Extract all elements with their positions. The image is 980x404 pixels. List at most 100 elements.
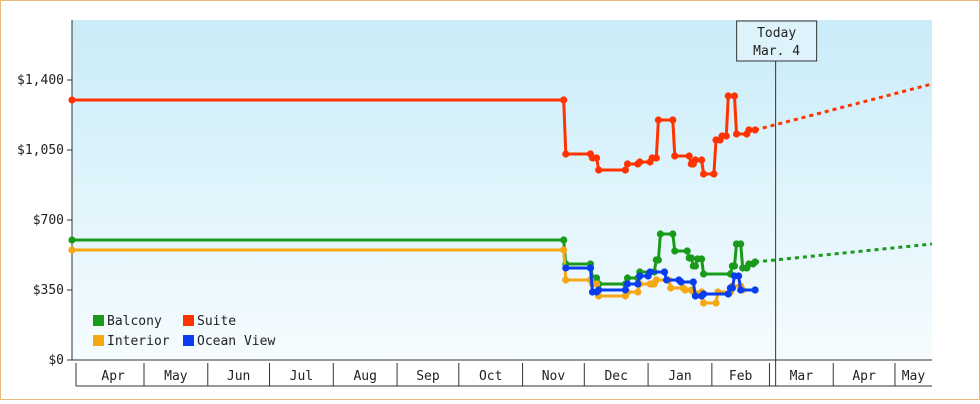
- data-point: [560, 96, 568, 104]
- data-point: [595, 286, 603, 294]
- x-tick-label: Feb: [729, 369, 753, 384]
- data-point: [681, 286, 689, 294]
- x-tick-label: Apr: [101, 369, 125, 384]
- data-point: [691, 262, 700, 270]
- series-suite: [68, 82, 933, 178]
- x-tick-label: May: [902, 369, 926, 384]
- data-point: [683, 247, 691, 255]
- x-tick-label: Sep: [416, 369, 440, 384]
- data-point: [698, 156, 706, 164]
- x-tick-label: Jan: [668, 369, 691, 384]
- legend-swatch-balcony: [93, 315, 104, 326]
- legend-label-suite: Suite: [197, 314, 236, 329]
- data-point: [634, 280, 642, 288]
- legend-swatch-ocean-view: [183, 335, 194, 346]
- data-point: [560, 236, 568, 244]
- data-point: [732, 130, 741, 138]
- x-tick-label: Oct: [479, 369, 502, 384]
- series-ocean-view: [562, 264, 759, 300]
- y-tick-label: $350: [33, 283, 64, 298]
- data-point: [685, 152, 693, 160]
- data-point: [593, 154, 601, 162]
- data-point: [737, 286, 745, 294]
- y-tick-label: $700: [33, 213, 64, 228]
- legend-swatch-interior: [93, 335, 104, 346]
- data-point: [636, 158, 644, 166]
- data-point: [751, 126, 759, 134]
- data-point: [745, 126, 753, 134]
- data-point: [560, 246, 568, 254]
- today-label: Today: [757, 26, 796, 41]
- data-point: [68, 246, 76, 254]
- x-tick-label: Jul: [290, 369, 313, 384]
- data-point: [735, 272, 743, 280]
- series-projection-balcony: [754, 242, 933, 264]
- plot-background: [72, 20, 932, 360]
- data-point: [689, 278, 697, 286]
- x-tick-label: May: [164, 369, 188, 384]
- y-tick-label: $1,050: [17, 143, 64, 158]
- data-point: [660, 268, 669, 276]
- data-point: [751, 286, 759, 294]
- data-point: [724, 92, 732, 100]
- data-point: [671, 247, 679, 255]
- x-axis: Apr May Jun Jul Aug Sep Oct Nov Dec Jan Feb Mar Apr M…: [72, 359, 932, 387]
- data-point: [623, 280, 632, 288]
- data-point: [730, 262, 739, 270]
- data-point: [669, 230, 677, 238]
- legend-swatch-suite: [183, 315, 194, 326]
- data-point: [652, 154, 660, 162]
- data-point: [728, 284, 737, 292]
- data-point: [687, 254, 695, 262]
- data-point: [562, 150, 570, 158]
- data-point: [724, 290, 732, 298]
- data-point: [669, 116, 677, 124]
- data-point: [691, 292, 700, 300]
- data-point: [656, 230, 665, 238]
- series-projection-suite: [754, 82, 933, 132]
- data-point: [691, 156, 700, 164]
- data-point: [595, 166, 603, 174]
- data-point: [710, 170, 718, 178]
- data-point: [586, 264, 595, 272]
- x-tick-label: Nov: [542, 369, 566, 384]
- data-point: [700, 290, 708, 298]
- data-point: [636, 272, 644, 280]
- data-point: [562, 264, 570, 272]
- data-point: [593, 280, 601, 288]
- legend: Balcony Suite Interior Ocean View: [93, 314, 275, 349]
- x-tick-label: Dec: [604, 369, 627, 384]
- data-point: [621, 286, 630, 294]
- x-tick-label: Jun: [227, 369, 250, 384]
- x-tick-label: Mar: [790, 369, 814, 384]
- data-point: [677, 278, 685, 286]
- y-axis: $0 $350 $700 $1,050 $1,400: [17, 20, 73, 368]
- data-point: [562, 276, 570, 284]
- data-point: [671, 152, 679, 160]
- data-point: [68, 96, 76, 104]
- today-callout-box: [736, 20, 818, 62]
- data-point: [737, 240, 745, 248]
- data-point: [667, 284, 675, 292]
- data-point: [698, 255, 706, 263]
- data-point: [68, 236, 76, 244]
- series-line-suite: [72, 94, 756, 176]
- y-tick-label: $0: [48, 353, 64, 368]
- data-point: [700, 270, 708, 278]
- data-point: [722, 132, 730, 140]
- x-tick-label: Aug: [353, 369, 376, 384]
- data-point: [654, 116, 663, 124]
- today-date-label: Mar. 4: [753, 44, 800, 59]
- data-point: [593, 274, 601, 282]
- data-point: [654, 256, 663, 264]
- legend-label-ocean-view: Ocean View: [197, 334, 275, 349]
- x-tick-label: Apr: [852, 369, 876, 384]
- series-balcony: [68, 230, 933, 288]
- data-point: [621, 166, 630, 174]
- data-point: [751, 258, 759, 266]
- data-point: [700, 170, 708, 178]
- data-point: [700, 299, 708, 307]
- data-point: [646, 268, 654, 276]
